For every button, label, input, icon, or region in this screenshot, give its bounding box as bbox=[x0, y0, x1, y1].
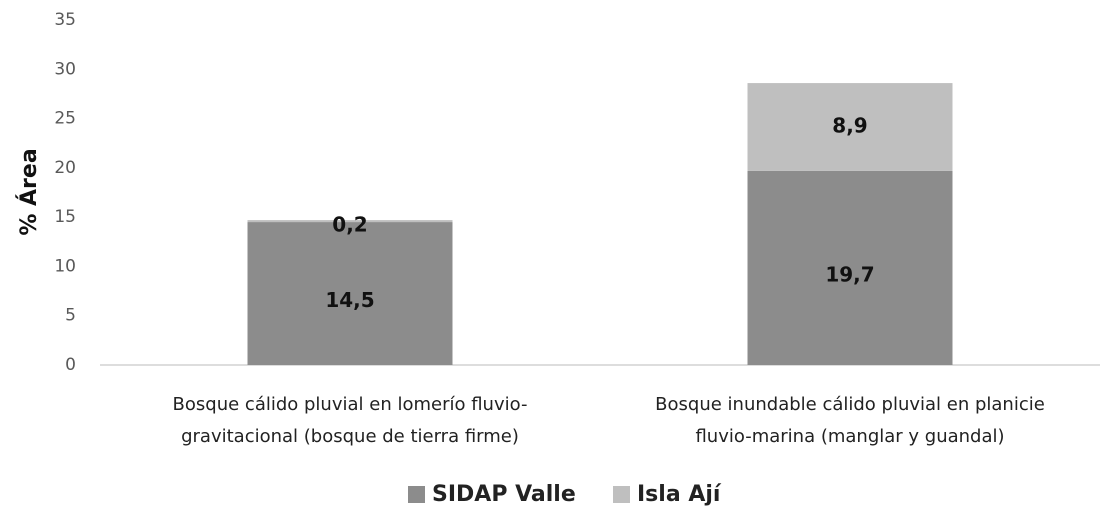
legend-label: Isla Ají bbox=[637, 482, 722, 507]
bar-segment bbox=[247, 220, 453, 223]
x-tick-label: Bosque cálido pluvial en lomerío fluvio- bbox=[173, 394, 528, 415]
data-label: 19,7 bbox=[825, 262, 874, 286]
y-tick-label: 30 bbox=[54, 59, 76, 79]
legend-label: SIDAP Valle bbox=[432, 482, 576, 507]
data-label: 0,2 bbox=[332, 213, 367, 237]
y-tick-label: 0 bbox=[65, 355, 76, 375]
data-label: 8,9 bbox=[832, 113, 867, 137]
data-label: 14,5 bbox=[325, 288, 374, 312]
y-tick-label: 20 bbox=[54, 158, 76, 178]
y-tick-label: 15 bbox=[54, 207, 76, 227]
y-tick-label: 35 bbox=[54, 10, 76, 30]
x-tick-label: Bosque inundable cálido pluvial en plani… bbox=[655, 394, 1045, 415]
y-tick-label: 10 bbox=[54, 256, 76, 276]
legend-swatch bbox=[408, 486, 425, 503]
bar-segment bbox=[747, 170, 953, 365]
y-tick-label: 25 bbox=[54, 109, 76, 129]
y-axis-title: % Área bbox=[16, 148, 42, 235]
bar-segment bbox=[747, 83, 953, 171]
legend-swatch bbox=[613, 486, 630, 503]
x-tick-label: gravitacional (bosque de tierra firme) bbox=[181, 426, 519, 447]
x-tick-label: fluvio-marina (manglar y guandal) bbox=[695, 426, 1004, 447]
y-tick-label: 5 bbox=[65, 306, 76, 326]
bar-segment bbox=[247, 222, 453, 365]
